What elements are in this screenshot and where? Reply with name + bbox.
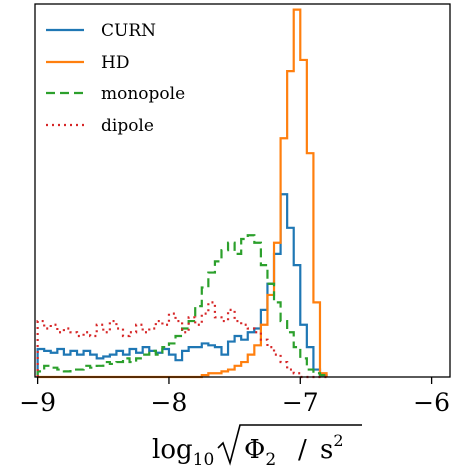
- series-curn: [36, 193, 328, 377]
- x-tick-label: −6: [413, 388, 450, 417]
- svg-text:log10: log10: [152, 435, 214, 470]
- svg-text:Φ2: Φ2: [244, 435, 276, 470]
- legend-label-dipole: dipole: [101, 116, 154, 136]
- legend-label-monopole: monopole: [101, 84, 185, 104]
- plot-frame: [34, 3, 451, 378]
- x-axis-label-unit-exponent: 2: [333, 431, 343, 450]
- x-tick-label: −8: [151, 388, 188, 417]
- x-axis-label-log: log: [152, 435, 193, 465]
- x-axis-label-phi-subscript: 2: [265, 450, 276, 470]
- x-axis: −9 −8 −7 −6: [19, 377, 450, 417]
- x-axis-label: log10 Φ2 / s2: [152, 424, 362, 470]
- x-axis-label-base: 10: [193, 450, 215, 470]
- series-line-dipole: [36, 301, 327, 379]
- legend-item-hd: HD: [46, 53, 129, 73]
- svg-text:s2: s2: [320, 431, 344, 465]
- x-tick-label: −9: [19, 388, 56, 417]
- series-layer: [36, 8, 328, 379]
- x-axis-label-phi: Φ: [244, 435, 265, 465]
- legend: CURN HD monopole dipole: [46, 21, 185, 136]
- legend-label-curn: CURN: [101, 21, 156, 41]
- series-dipole: [36, 301, 327, 379]
- x-tick-label: −7: [282, 388, 319, 417]
- legend-item-dipole: dipole: [46, 116, 154, 136]
- svg-text:/: /: [298, 435, 307, 465]
- series-line-curn: [36, 193, 328, 377]
- legend-item-monopole: monopole: [46, 84, 185, 104]
- x-axis-label-unit: s: [320, 435, 333, 465]
- x-axis-label-slash: /: [298, 435, 307, 465]
- sqrt-radical-sign: [217, 424, 362, 466]
- legend-label-hd: HD: [101, 53, 129, 73]
- legend-item-curn: CURN: [46, 21, 156, 41]
